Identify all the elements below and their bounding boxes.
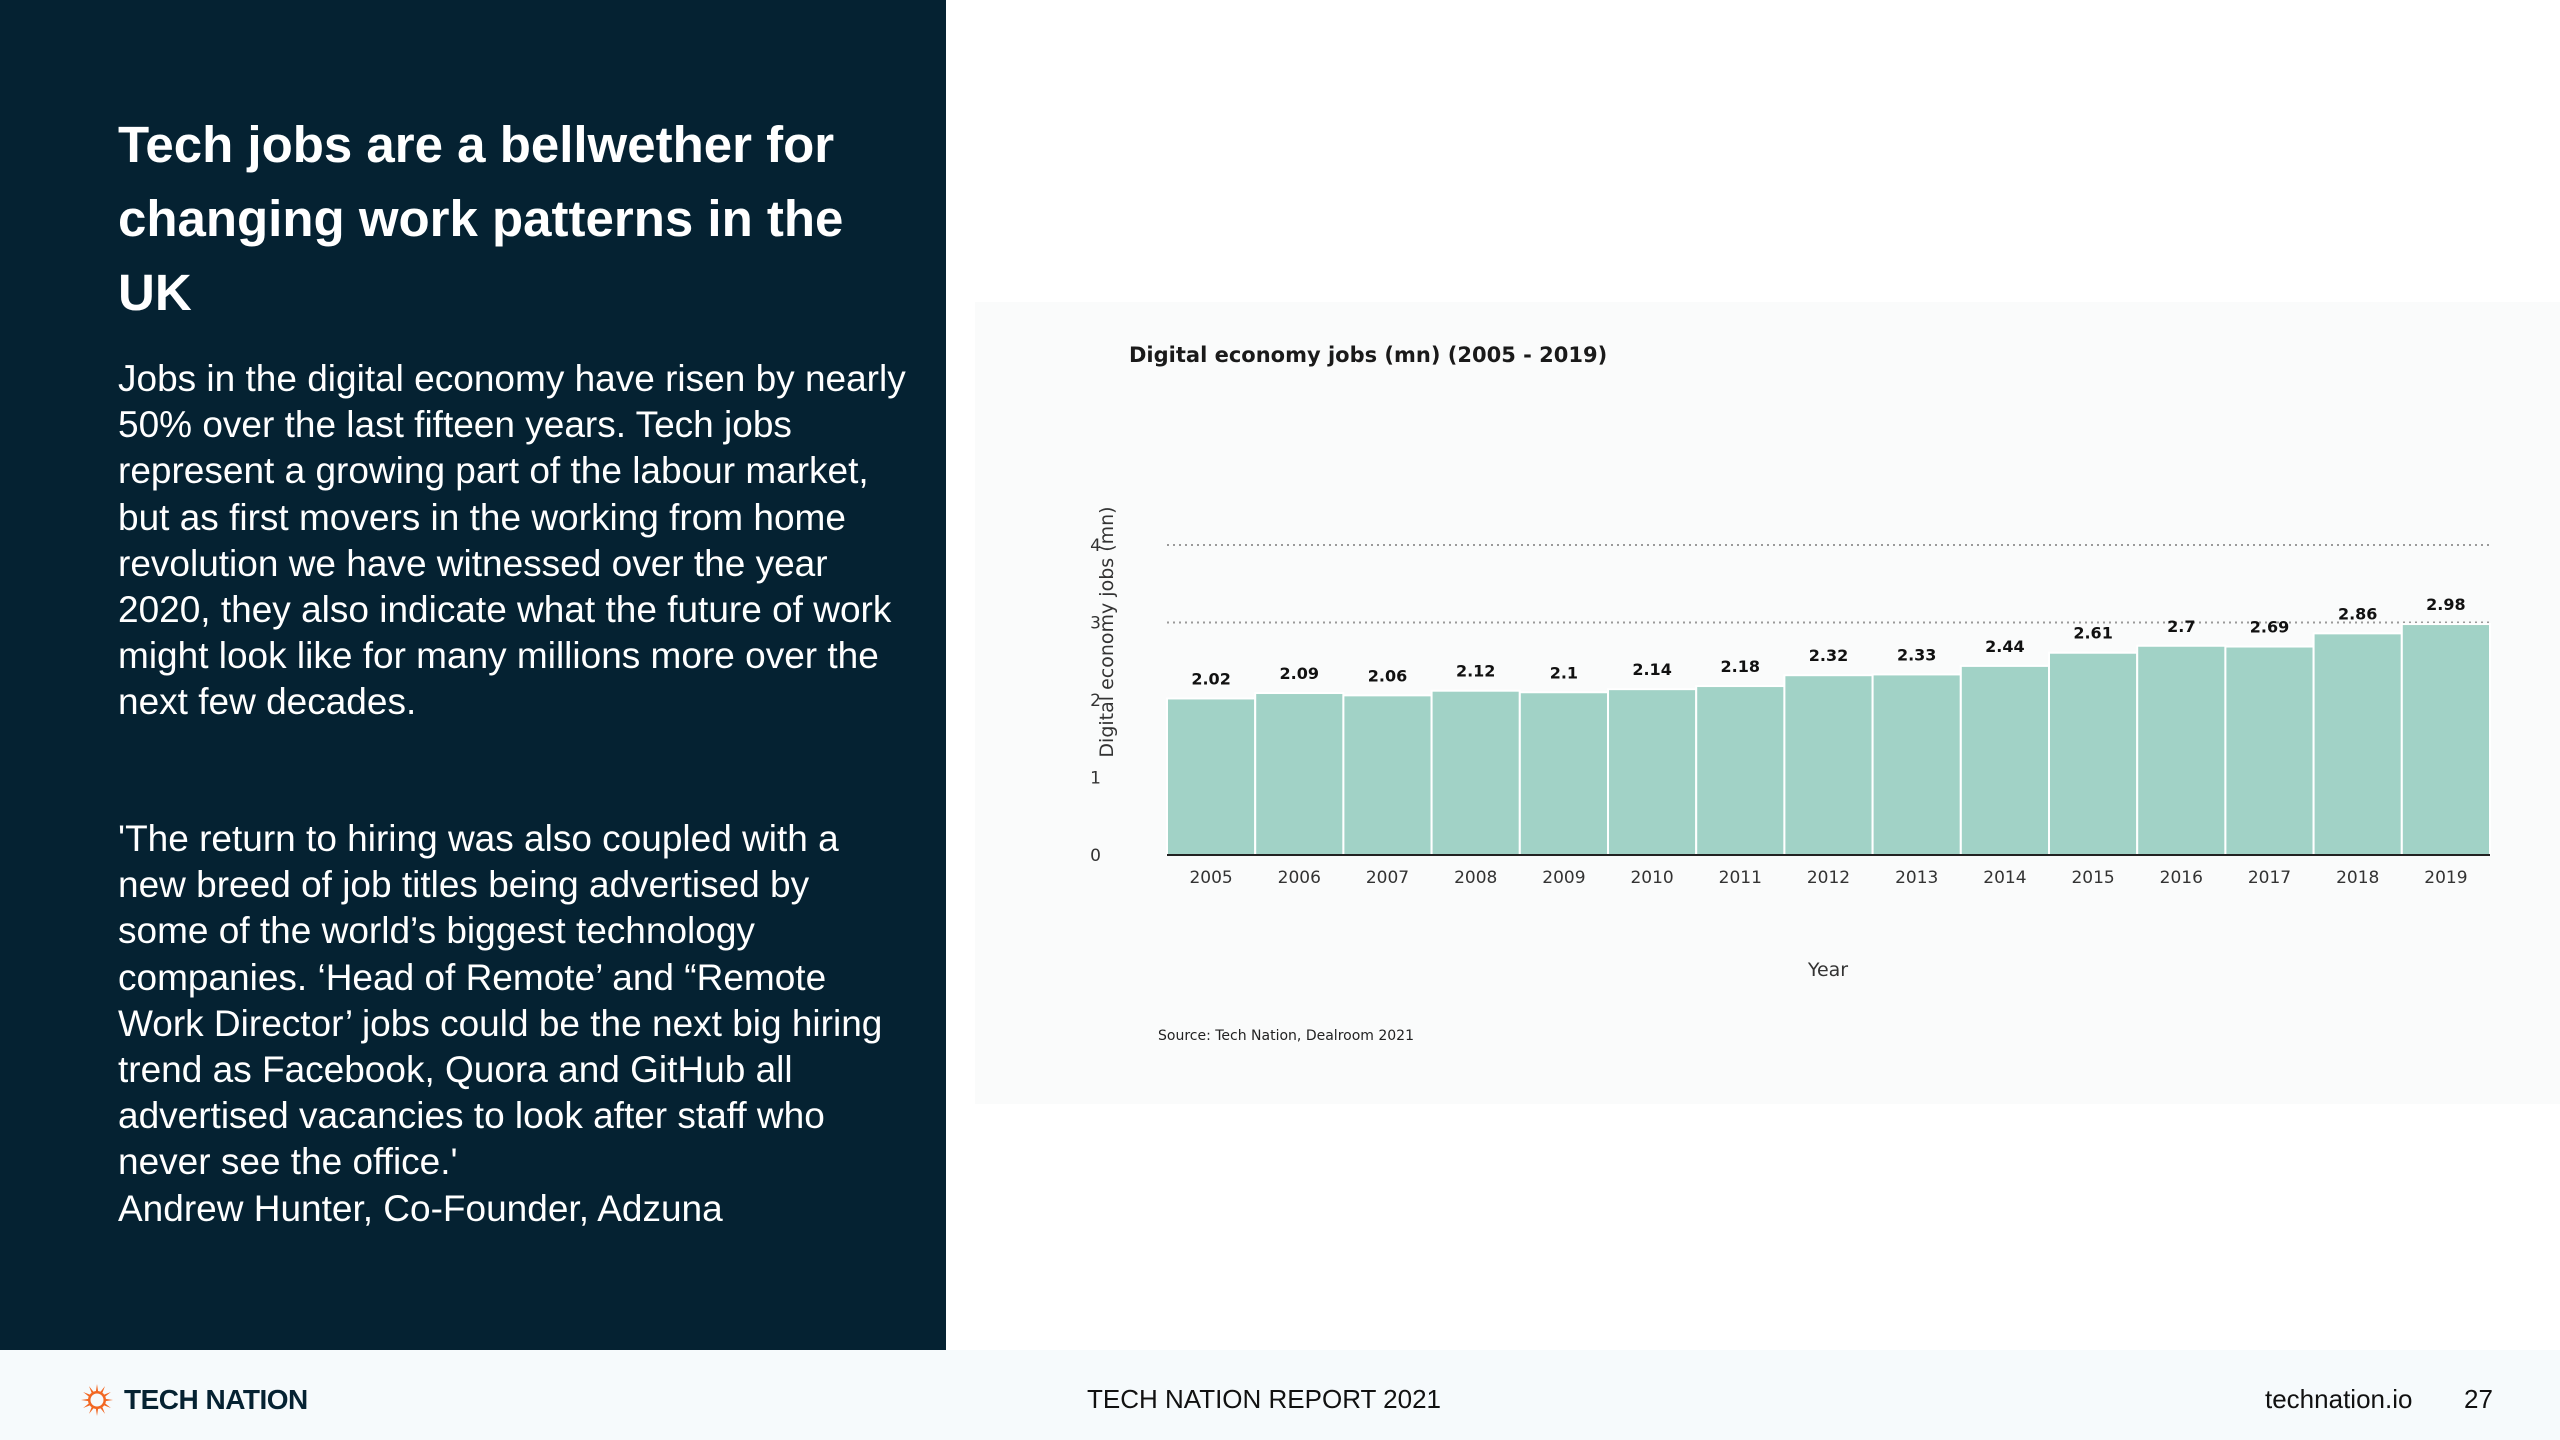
bar-2006 — [1254, 692, 1345, 856]
x-tick-label: 2014 — [1983, 868, 2026, 888]
chart-source: Source: Tech Nation, Dealroom 2021 — [1158, 1028, 1414, 1044]
y-tick-label: 3 — [1090, 614, 1101, 634]
data-labels: 2.02 2.09 2.06 2.12 2.1 2.14 2.18 2.32 2.33 2.44 2… — [1191, 595, 2465, 688]
bar-2005 — [1166, 697, 1257, 857]
body-paragraph: Jobs in the digital economy have risen b… — [118, 358, 906, 723]
data-label-2011: 2.18 — [1721, 657, 1760, 676]
tech-nation-logo[interactable]: TECH NATION — [80, 1380, 308, 1420]
quote-attribution: Andrew Hunter, Co-Founder, Adzuna — [118, 1187, 723, 1229]
x-axis-ticks: 2005 2006 2007 2008 2009 2010 2011 2012 2013 2014… — [1189, 868, 2467, 888]
page-title: Tech jobs are a bellwether for changing … — [118, 116, 844, 321]
bar-2013 — [1871, 673, 1962, 856]
x-tick-label: 2006 — [1278, 868, 1321, 888]
x-tick-label: 2010 — [1630, 868, 1673, 888]
data-label-2013: 2.33 — [1897, 645, 1936, 664]
data-label-2007: 2.06 — [1368, 666, 1407, 685]
y-tick-label: 4 — [1090, 536, 1101, 556]
x-tick-label: 2011 — [1719, 868, 1762, 888]
bar-2007 — [1342, 694, 1433, 856]
bar-2009 — [1518, 691, 1609, 856]
bars — [1166, 623, 2492, 857]
data-label-2005: 2.02 — [1191, 669, 1230, 688]
data-label-2012: 2.32 — [1809, 646, 1848, 665]
x-tick-label: 2019 — [2424, 868, 2467, 888]
x-tick-label: 2017 — [2248, 868, 2291, 888]
x-tick-label: 2009 — [1542, 868, 1585, 888]
chart-card: Digital economy jobs (mn) (2005 - 2019) … — [975, 302, 2560, 1104]
logo-text: TECH NATION — [124, 1384, 308, 1415]
sunburst-ray — [103, 1398, 113, 1402]
bar-2008 — [1430, 689, 1521, 857]
bar-2018 — [2312, 632, 2403, 856]
sunburst-ray — [95, 1384, 99, 1394]
x-tick-label: 2018 — [2336, 868, 2379, 888]
bar-2014 — [1959, 664, 2050, 856]
x-tick-label: 2013 — [1895, 868, 1938, 888]
x-tick-label: 2007 — [1366, 868, 1409, 888]
footer — [0, 1350, 2560, 1440]
bar-2012 — [1783, 674, 1874, 857]
data-label-2015: 2.61 — [2073, 624, 2112, 643]
y-tick-label: 1 — [1090, 769, 1101, 789]
sunburst-center — [90, 1393, 104, 1407]
y-axis-title: Digital economy jobs (mn) — [1096, 506, 1118, 757]
bar-2010 — [1607, 688, 1698, 856]
data-label-2008: 2.12 — [1456, 662, 1495, 681]
x-tick-label: 2015 — [2071, 868, 2114, 888]
page-number: 27 — [2464, 1384, 2493, 1414]
left-text-panel: Tech jobs are a bellwether for changing … — [0, 0, 946, 1350]
data-label-2019: 2.98 — [2426, 595, 2465, 614]
quote-block: 'The return to hiring was also coupled w… — [118, 816, 908, 1232]
chart-title: Digital economy jobs (mn) (2005 - 2019) — [1129, 343, 1607, 367]
x-tick-label: 2012 — [1807, 868, 1850, 888]
data-label-2017: 2.69 — [2250, 618, 2289, 637]
sunburst-ray — [95, 1406, 99, 1416]
website-link[interactable]: technation.io — [2265, 1384, 2413, 1414]
sunburst-icon — [81, 1384, 113, 1416]
y-tick-label: 2 — [1090, 691, 1101, 711]
report-title: TECH NATION REPORT 2021 — [1087, 1384, 1441, 1414]
bar-2017 — [2224, 645, 2315, 856]
x-tick-label: 2005 — [1189, 868, 1232, 888]
bar-2011 — [1695, 685, 1786, 856]
bar-2015 — [2048, 651, 2139, 856]
x-axis-title: Year — [1807, 959, 1848, 981]
quote-text: 'The return to hiring was also coupled w… — [118, 818, 883, 1183]
data-label-2010: 2.14 — [1632, 660, 1671, 679]
x-tick-label: 2016 — [2160, 868, 2203, 888]
bar-2019 — [2400, 623, 2492, 856]
data-label-2009: 2.1 — [1550, 663, 1578, 682]
gridlines — [1167, 544, 2490, 624]
y-axis-ticks: 0 1 2 3 4 — [1090, 536, 1101, 866]
y-tick-label: 0 — [1090, 846, 1101, 866]
x-tick-label: 2008 — [1454, 868, 1497, 888]
data-label-2014: 2.44 — [1985, 637, 2024, 656]
sunburst-ray — [81, 1398, 91, 1402]
data-label-2016: 2.7 — [2167, 617, 2195, 636]
data-label-2018: 2.86 — [2338, 604, 2377, 623]
data-label-2006: 2.09 — [1280, 664, 1319, 683]
bar-2016 — [2136, 644, 2227, 856]
bar-chart: Digital economy jobs (mn) (2005 - 2019) … — [1090, 343, 2492, 1044]
